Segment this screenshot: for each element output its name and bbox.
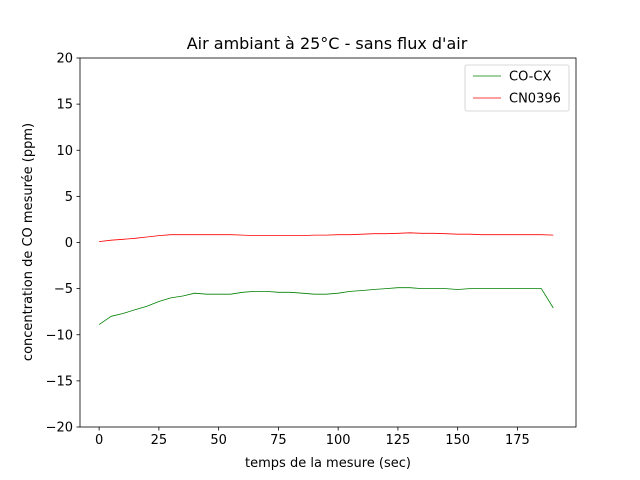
legend-label: CO-CX xyxy=(509,70,551,85)
y-tick-label: 15 xyxy=(56,98,73,113)
x-tick-label: 50 xyxy=(210,433,227,448)
x-tick-label: 75 xyxy=(270,433,287,448)
y-tick-label: 5 xyxy=(65,190,73,205)
x-tick-label: 175 xyxy=(505,433,530,448)
x-tick-label: 150 xyxy=(445,433,470,448)
y-tick-label: −15 xyxy=(46,374,73,389)
x-tick-label: 125 xyxy=(386,433,411,448)
y-axis-label: concentration de CO mesurée (ppm) xyxy=(21,123,36,361)
plot-area: 0 25 50 75 100 125 150 175 −20 −15 −10 −5 0 5 10 15 20 CO… xyxy=(46,52,577,448)
x-axis-label: temps de la mesure (sec) xyxy=(245,456,411,471)
y-tick-label: 0 xyxy=(65,236,73,251)
y-tick-label: −20 xyxy=(46,421,73,436)
series-line-co-cx xyxy=(98,287,554,325)
y-tick-label: −5 xyxy=(54,282,73,297)
x-tick-label: 100 xyxy=(326,433,351,448)
series-line-cn0396 xyxy=(99,232,554,242)
y-tick-label: 10 xyxy=(56,144,73,159)
legend-box xyxy=(464,64,570,112)
chart-title: Air ambiant à 25°C - sans flux d'air xyxy=(187,34,468,53)
y-tick-label: −10 xyxy=(46,328,73,343)
x-tick-label: 0 xyxy=(95,433,103,448)
x-tick-label: 25 xyxy=(151,433,168,448)
y-tick-label: 20 xyxy=(56,52,73,67)
legend-label: CN0396 xyxy=(509,92,561,107)
